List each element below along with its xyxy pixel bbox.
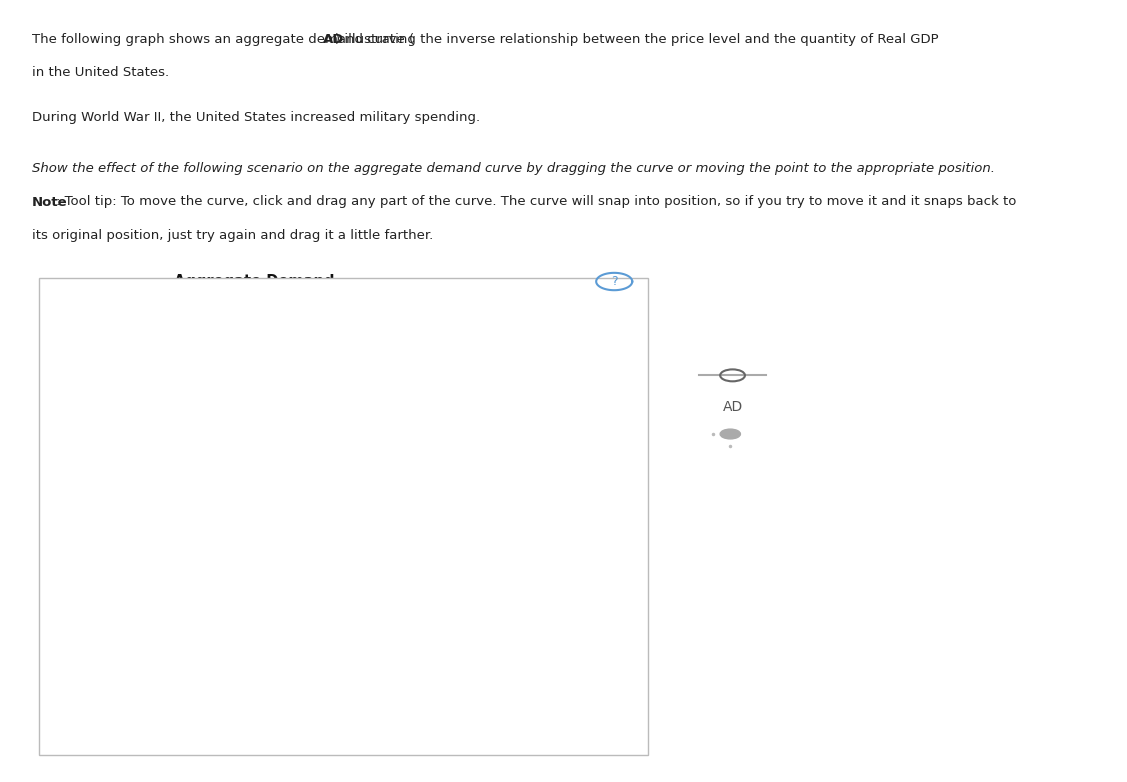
- Text: The following graph shows an aggregate demand curve (: The following graph shows an aggregate d…: [32, 33, 414, 46]
- Text: During World War II, the United States increased military spending.: During World War II, the United States i…: [32, 111, 480, 124]
- Text: ) illustrating the inverse relationship between the price level and the quantity: ) illustrating the inverse relationship …: [335, 33, 939, 46]
- Text: : Tool tip: To move the curve, click and drag any part of the curve. The curve w: : Tool tip: To move the curve, click and…: [55, 196, 1017, 209]
- X-axis label: REAL GDP: REAL GDP: [326, 738, 384, 752]
- Ellipse shape: [720, 429, 740, 439]
- Text: its original position, just try again and drag it a little farther.: its original position, just try again an…: [32, 229, 433, 242]
- Text: AD: AD: [427, 615, 447, 630]
- Text: Show the effect of the following scenario on the aggregate demand curve by dragg: Show the effect of the following scenari…: [32, 162, 994, 175]
- Text: ?: ?: [611, 275, 618, 288]
- Y-axis label: PRICE LEVEL: PRICE LEVEL: [78, 477, 90, 551]
- Text: in the United States.: in the United States.: [32, 66, 169, 80]
- Text: Aggregate Demand: Aggregate Demand: [174, 274, 334, 289]
- Text: AD: AD: [722, 400, 743, 414]
- Text: AD: AD: [323, 33, 345, 46]
- Text: Note: Note: [32, 196, 68, 209]
